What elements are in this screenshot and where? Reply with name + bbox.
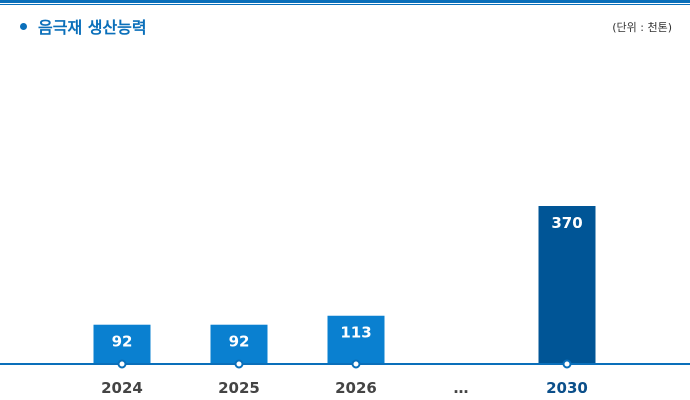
x-tick-label-2030: 2030 xyxy=(546,379,588,397)
title-bullet-icon xyxy=(20,22,27,30)
bar-2024 xyxy=(93,324,151,364)
axis-marker-2025 xyxy=(234,359,244,369)
data-label-2025: 92 xyxy=(229,333,250,351)
data-label-2024: 92 xyxy=(112,333,133,351)
x-tick-label-2024: 2024 xyxy=(101,379,143,397)
bar-2030 xyxy=(538,206,596,364)
chart-title-group: 음극재 생산능력 xyxy=(20,14,147,38)
data-label-2026: 113 xyxy=(340,324,371,342)
x-tick-label-2026: 2026 xyxy=(335,379,377,397)
chart-title: 음극재 생산능력 xyxy=(38,18,147,37)
bar-2025 xyxy=(210,324,268,364)
axis-marker-2024 xyxy=(117,359,127,369)
top-rule-thick xyxy=(0,0,690,3)
top-rule-thin xyxy=(0,4,690,5)
x-tick-label-2025: 2025 xyxy=(218,379,260,397)
axis-marker-2030 xyxy=(562,359,572,369)
unit-label: (단위 : 천톤) xyxy=(612,21,672,34)
data-label-2030: 370 xyxy=(551,214,582,232)
bar-2026 xyxy=(327,315,385,364)
x-tick-label-ellipsis: … xyxy=(454,379,469,397)
axis-marker-2026 xyxy=(351,359,361,369)
